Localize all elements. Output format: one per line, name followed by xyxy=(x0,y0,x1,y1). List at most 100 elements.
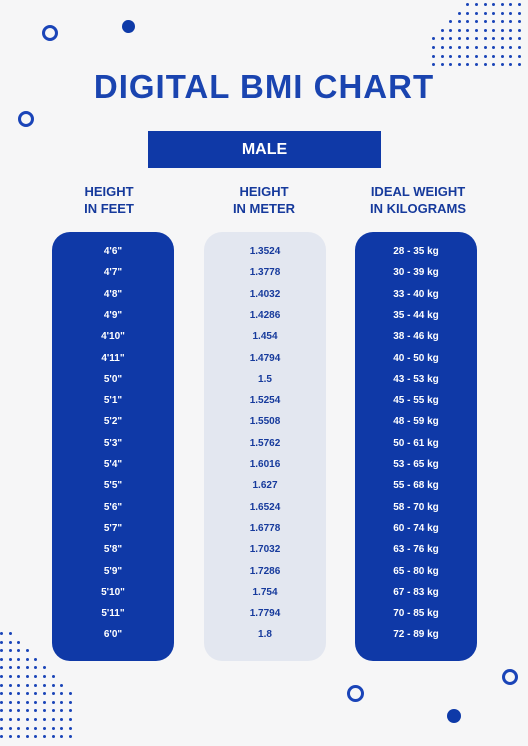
pattern-dot xyxy=(492,3,496,6)
pattern-dot xyxy=(492,11,496,15)
weight-value: 40 - 50 kg xyxy=(393,352,439,364)
meter-column: 1.3524 1.3778 1.4032 1.4286 1.454 1.4794 1.5 1.… xyxy=(204,232,326,661)
pattern-dot xyxy=(25,657,29,661)
pattern-dot xyxy=(500,28,504,32)
feet-value: 5'10" xyxy=(101,586,125,598)
pattern-dot xyxy=(43,692,46,696)
pattern-dot xyxy=(475,46,478,49)
meter-value: 1.5508 xyxy=(249,416,281,428)
pattern-dot xyxy=(8,640,12,644)
pattern-dot xyxy=(17,649,21,653)
meter-value: 1.6016 xyxy=(249,459,281,470)
pattern-dot xyxy=(509,20,513,24)
pattern-dot xyxy=(432,46,435,49)
dot-decoration xyxy=(122,20,135,33)
weight-value: 67 - 83 kg xyxy=(393,586,439,598)
pattern-dot xyxy=(466,11,470,15)
pattern-dot xyxy=(475,37,478,41)
weight-value: 53 - 65 kg xyxy=(393,459,439,470)
feet-value: 5'8" xyxy=(103,544,123,556)
pattern-dot xyxy=(25,649,29,653)
pattern-dot xyxy=(0,718,3,721)
pattern-dot xyxy=(0,683,3,687)
pattern-dot xyxy=(500,46,504,49)
pattern-dot xyxy=(8,683,12,687)
weight-value: 35 - 44 kg xyxy=(393,309,439,321)
pattern-dot xyxy=(0,657,3,661)
feet-value: 4'8" xyxy=(103,288,123,300)
pattern-dot xyxy=(60,726,64,730)
column-header-line: HEIGHT xyxy=(239,184,289,199)
pattern-dot xyxy=(466,46,470,49)
pattern-dot xyxy=(51,709,55,713)
pattern-dot xyxy=(457,54,461,58)
pattern-dot xyxy=(0,726,3,730)
pattern-dot xyxy=(34,657,38,661)
meter-value: 1.7794 xyxy=(249,608,281,620)
pattern-dot xyxy=(8,709,12,713)
pattern-dot xyxy=(509,37,513,41)
pattern-dot xyxy=(0,640,3,644)
pattern-dot xyxy=(34,700,38,704)
pattern-dot xyxy=(475,63,478,67)
pattern-dot xyxy=(475,11,478,15)
weight-value: 72 - 89 kg xyxy=(393,629,439,641)
meter-value: 1.4032 xyxy=(249,288,281,300)
pattern-dot xyxy=(8,692,12,696)
pattern-dot xyxy=(518,54,521,58)
pattern-dot xyxy=(475,54,478,58)
pattern-dot xyxy=(17,675,21,678)
pattern-dot xyxy=(492,46,496,49)
weight-value: 63 - 76 kg xyxy=(393,544,439,556)
meter-value: 1.4286 xyxy=(249,309,281,321)
meter-value: 1.6524 xyxy=(249,501,281,513)
feet-value: 5'6" xyxy=(103,501,123,513)
pattern-dot xyxy=(475,20,478,24)
pattern-dot xyxy=(34,735,38,739)
pattern-dot xyxy=(518,46,521,49)
pattern-dot xyxy=(25,718,29,721)
pattern-dot xyxy=(483,11,487,15)
feet-value: 4'11" xyxy=(101,352,125,364)
feet-value: 4'7" xyxy=(103,267,123,279)
pattern-dot xyxy=(483,28,487,32)
pattern-dot xyxy=(500,37,504,41)
pattern-dot xyxy=(43,735,46,739)
pattern-dot xyxy=(500,63,504,67)
pattern-dot xyxy=(43,666,46,670)
pattern-dot xyxy=(17,700,21,704)
pattern-dot xyxy=(0,700,3,704)
meter-value: 1.5254 xyxy=(249,395,281,407)
feet-value: 5'5" xyxy=(103,480,123,492)
pattern-dot xyxy=(457,46,461,49)
pattern-dot xyxy=(492,20,496,24)
pattern-dot xyxy=(0,666,3,670)
pattern-dot xyxy=(34,666,38,670)
pattern-dot xyxy=(0,735,3,739)
pattern-dot xyxy=(457,20,461,24)
pattern-dot xyxy=(8,632,12,635)
pattern-dot xyxy=(51,718,55,721)
pattern-dot xyxy=(17,683,21,687)
pattern-dot xyxy=(34,675,38,678)
pattern-dot xyxy=(34,683,38,687)
feet-value: 4'6" xyxy=(103,246,123,257)
pattern-dot xyxy=(440,63,444,67)
pattern-dot xyxy=(440,54,444,58)
pattern-dot xyxy=(68,700,72,704)
weight-value: 28 - 35 kg xyxy=(393,246,439,257)
pattern-dot xyxy=(449,28,453,32)
pattern-dot xyxy=(440,28,444,32)
feet-value: 6'0" xyxy=(103,629,123,641)
pattern-dot xyxy=(466,3,470,6)
pattern-dot xyxy=(17,666,21,670)
column-header-line: IDEAL WEIGHT xyxy=(370,184,466,199)
pattern-dot xyxy=(51,735,55,739)
pattern-dot xyxy=(492,37,496,41)
pattern-dot xyxy=(518,63,521,67)
pattern-dot xyxy=(25,700,29,704)
feet-value: 5'2" xyxy=(103,416,123,428)
pattern-dot xyxy=(43,718,46,721)
pattern-dot xyxy=(68,735,72,739)
pattern-dot xyxy=(17,640,21,644)
